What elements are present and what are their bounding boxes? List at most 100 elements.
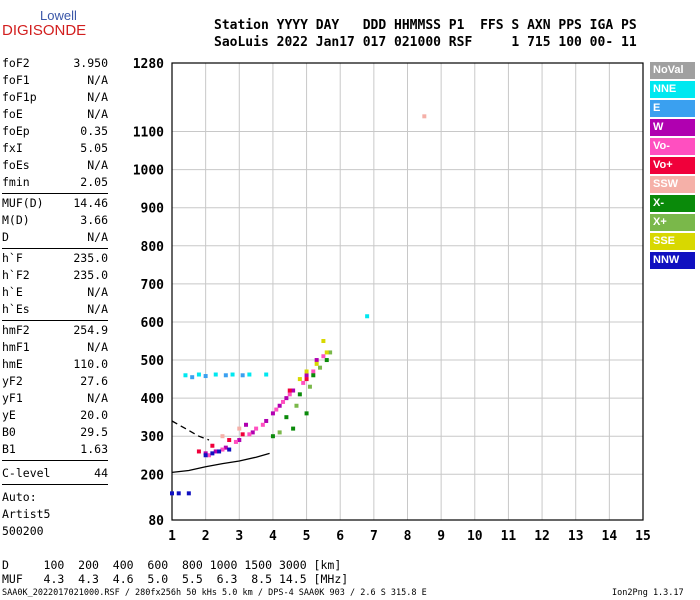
plot-frame <box>171 62 644 521</box>
x-tick-label: 2 <box>202 529 210 544</box>
data-point-w <box>277 403 282 408</box>
y-tick-label: 400 <box>141 392 165 407</box>
param-value: N/A <box>87 73 108 87</box>
data-point-nnw <box>210 451 215 456</box>
data-point-vo <box>287 388 292 393</box>
data-point-x <box>284 415 289 420</box>
data-point-nnw <box>176 491 181 496</box>
footer-version: Ion2Png 1.3.17 <box>612 588 684 598</box>
param-name: fxI <box>2 141 23 155</box>
param-row: MUF(D) 14.46 <box>2 196 108 212</box>
param-row: h`F 235.0 <box>2 251 108 267</box>
data-point-x <box>318 365 323 370</box>
data-point-w <box>250 430 255 435</box>
clevel-label: C-level <box>2 466 51 480</box>
data-point-vo <box>254 426 259 431</box>
footer-info: SAA0K_2022017021000.RSF / 280fx256h 50 k… <box>2 588 427 598</box>
x-tick-label: 5 <box>303 529 311 544</box>
legend-item-vo: Vo+ <box>650 157 695 174</box>
data-point-sse <box>297 377 302 382</box>
data-point-vo <box>287 392 292 397</box>
param-name: yF2 <box>2 374 23 388</box>
auto-info-l1: Auto: <box>2 490 37 504</box>
param-value: 110.0 <box>73 357 108 371</box>
param-name: D <box>2 230 9 244</box>
trace-profile <box>171 420 210 441</box>
data-point-vo <box>196 449 201 454</box>
param-name: B0 <box>2 425 16 439</box>
data-point-x <box>294 403 299 408</box>
auto-info-l3: 500200 <box>2 524 44 538</box>
clevel-value: 44 <box>94 466 108 480</box>
param-name: h`F2 <box>2 268 30 282</box>
y-tick-label: 200 <box>141 468 165 483</box>
param-row: M(D) 3.66 <box>2 213 108 229</box>
legend-item-sse: SSE <box>650 233 695 250</box>
data-point-vo <box>220 447 225 452</box>
separator <box>2 320 108 321</box>
y-tick-label: 900 <box>141 202 165 217</box>
data-point-vo <box>274 407 279 412</box>
param-name: fmin <box>2 175 30 189</box>
data-point-nne <box>264 372 269 377</box>
param-value: 235.0 <box>73 251 108 265</box>
y-tick-label: 300 <box>141 430 165 445</box>
param-row: foF1 N/A <box>2 73 108 89</box>
param-value: 3.66 <box>80 213 108 227</box>
param-value: 27.6 <box>80 374 108 388</box>
y-tick-label: 500 <box>141 354 165 369</box>
logo-digisonde: DIGISONDE <box>2 22 87 39</box>
data-point-sse <box>324 350 329 355</box>
y-tick-label: 700 <box>141 278 165 293</box>
data-point-nnw <box>217 449 222 454</box>
param-row: B0 29.5 <box>2 425 108 441</box>
data-point-w <box>213 449 218 454</box>
logo-lowell: Lowell <box>40 8 77 23</box>
param-name: foEs <box>2 158 30 172</box>
data-point-nne <box>196 372 201 377</box>
param-value: N/A <box>87 391 108 405</box>
param-row: hmF2 254.9 <box>2 323 108 339</box>
x-tick-label: 11 <box>501 529 517 544</box>
legend-item-e: E <box>650 100 695 117</box>
data-point-vo <box>304 377 309 382</box>
param-row: foEs N/A <box>2 158 108 174</box>
data-point-ssw <box>237 426 242 431</box>
param-name: B1 <box>2 442 16 456</box>
param-name: yF1 <box>2 391 23 405</box>
data-point-vo <box>210 443 215 448</box>
legend-item-noval: NoVal <box>650 62 695 79</box>
data-point-vo <box>247 432 252 437</box>
param-value: 5.05 <box>80 141 108 155</box>
y-tick-label: 1100 <box>133 126 164 141</box>
param-value: 1.63 <box>80 442 108 456</box>
data-point-nnw <box>227 447 232 452</box>
param-row: foF1p N/A <box>2 90 108 106</box>
data-point-x <box>291 426 296 431</box>
trace-o-trace <box>171 452 270 474</box>
x-tick-label: 8 <box>404 529 412 544</box>
data-point-ssw <box>220 434 225 439</box>
data-point-e <box>190 375 195 380</box>
data-point-vo <box>321 354 326 359</box>
param-value: 14.46 <box>73 196 108 210</box>
distance-row: D 100 200 400 600 800 1000 1500 3000 [km… <box>2 558 342 572</box>
header-line-2: SaoLuis 2022 Jan17 017 021000 RSF 1 715 … <box>214 35 637 50</box>
data-point-nne <box>230 372 235 377</box>
param-name: foF1 <box>2 73 30 87</box>
param-name: foF1p <box>2 90 37 104</box>
data-point-w <box>270 411 275 416</box>
separator <box>2 193 108 194</box>
legend-item-x: X- <box>650 195 695 212</box>
param-row: fmin 2.05 <box>2 175 108 191</box>
data-point-vo <box>240 432 245 437</box>
data-point-vo <box>301 380 306 385</box>
param-row: foE N/A <box>2 107 108 123</box>
param-row: foEp 0.35 <box>2 124 108 140</box>
data-point-nne <box>247 372 252 377</box>
x-tick-label: 10 <box>467 529 483 544</box>
data-point-w <box>237 438 242 443</box>
x-tick-label: 14 <box>602 529 618 544</box>
param-name: hmE <box>2 357 23 371</box>
